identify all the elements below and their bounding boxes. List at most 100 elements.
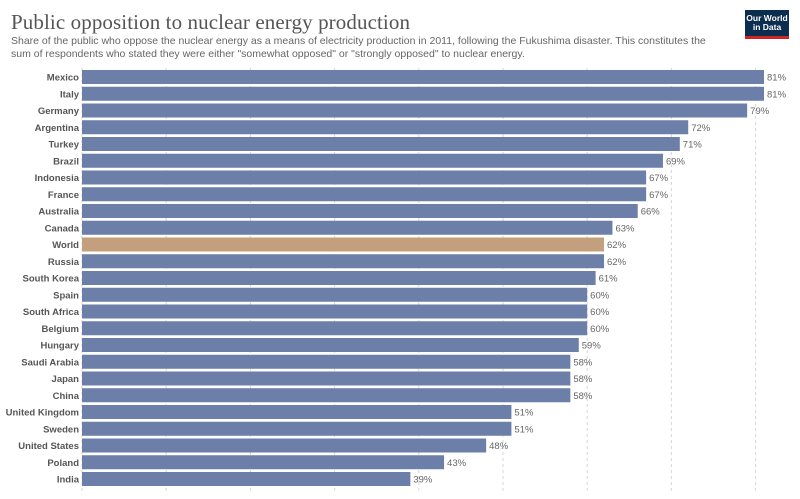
bar[interactable] <box>82 388 571 403</box>
category-label: Mexico <box>47 73 79 84</box>
bar-row[interactable]: United Kingdom 51% <box>6 405 534 419</box>
category-label: China <box>53 391 80 402</box>
bar-row[interactable]: Canada 63% <box>45 220 635 235</box>
bar-row[interactable]: Spain 60% <box>53 287 610 302</box>
bar[interactable] <box>82 455 445 470</box>
bar-row[interactable]: South Korea 61% <box>23 271 619 285</box>
category-label: Turkey <box>49 140 80 151</box>
category-label: France <box>48 190 79 201</box>
bars: Mexico 81% Italy 81% Germany 79% Argentina 72% T… <box>6 70 787 486</box>
bar[interactable] <box>82 137 680 151</box>
category-label: United Kingdom <box>6 408 79 419</box>
bar[interactable] <box>82 237 605 252</box>
bar[interactable] <box>82 271 596 285</box>
bar-row[interactable]: India 39% <box>57 472 433 486</box>
category-label: Russia <box>48 257 80 268</box>
category-label: Hungary <box>40 341 79 352</box>
category-label: India <box>57 475 80 486</box>
value-label: 58% <box>573 391 593 402</box>
category-label: Belgium <box>42 324 79 335</box>
value-label: 71% <box>683 140 703 151</box>
bar[interactable] <box>82 187 647 202</box>
bar[interactable] <box>82 70 764 84</box>
bar[interactable] <box>82 204 638 218</box>
category-label: Australia <box>38 207 79 218</box>
bar[interactable] <box>82 405 512 419</box>
value-label: 51% <box>514 408 534 419</box>
bar[interactable] <box>82 153 663 168</box>
bar-row[interactable]: France 67% <box>48 187 669 202</box>
value-label: 59% <box>582 341 602 352</box>
bar-row[interactable]: Indonesia 67% <box>35 170 669 185</box>
bar[interactable] <box>82 354 571 369</box>
chart-title: Public opposition to nuclear energy prod… <box>11 10 411 34</box>
owid-logo[interactable]: Our World in Data <box>745 10 789 39</box>
bar-row[interactable]: Russia 62% <box>48 254 627 269</box>
bar-row[interactable]: Turkey 71% <box>49 137 703 151</box>
bar-row[interactable]: Sweden 51% <box>43 421 534 436</box>
category-label: South Africa <box>23 307 80 318</box>
value-label: 60% <box>590 324 610 335</box>
bar-row[interactable]: South Africa 60% <box>23 304 610 319</box>
bar-row[interactable]: Saudi Arabia 58% <box>21 354 593 369</box>
bar[interactable] <box>82 86 764 101</box>
bar[interactable] <box>82 120 689 135</box>
logo-line-1: Our World <box>746 13 788 23</box>
bar-row[interactable]: United States 48% <box>18 438 509 453</box>
category-label: Brazil <box>53 156 79 167</box>
bar-row[interactable]: Hungary 59% <box>40 338 601 352</box>
category-label: Japan <box>52 374 80 385</box>
category-label: World <box>52 240 79 251</box>
value-label: 79% <box>750 106 770 117</box>
value-label: 63% <box>615 223 635 234</box>
category-label: United States <box>18 441 79 452</box>
logo-line-2: in Data <box>752 22 782 32</box>
category-label: South Korea <box>23 274 80 285</box>
bar-row[interactable]: Mexico 81% <box>47 70 787 84</box>
value-label: 62% <box>607 240 627 251</box>
value-label: 51% <box>514 424 534 435</box>
value-label: 61% <box>599 274 619 285</box>
bar-row[interactable]: Brazil 69% <box>53 153 686 168</box>
category-label: Italy <box>60 89 80 100</box>
value-label: 43% <box>447 458 467 469</box>
chart-subtitle: Share of the public who oppose the nucle… <box>11 35 706 60</box>
bar[interactable] <box>82 438 487 453</box>
value-label: 67% <box>649 190 669 201</box>
bar[interactable] <box>82 254 605 269</box>
value-label: 62% <box>607 257 627 268</box>
bar[interactable] <box>82 220 613 235</box>
bar-row[interactable]: Argentina 72% <box>35 120 711 135</box>
bar-row[interactable]: Belgium 60% <box>42 321 610 336</box>
bar[interactable] <box>82 103 748 118</box>
category-label: Indonesia <box>35 173 80 184</box>
bar[interactable] <box>82 170 647 185</box>
bar[interactable] <box>82 371 571 386</box>
category-label: Argentina <box>35 123 80 134</box>
category-label: Sweden <box>43 424 79 435</box>
bar-row[interactable]: China 58% <box>53 388 593 403</box>
value-label: 58% <box>573 357 593 368</box>
bar[interactable] <box>82 472 411 486</box>
value-label: 66% <box>641 207 661 218</box>
value-label: 60% <box>590 307 610 318</box>
bar[interactable] <box>82 338 579 352</box>
category-label: Saudi Arabia <box>21 357 79 368</box>
category-label: Canada <box>45 223 80 234</box>
value-label: 58% <box>573 374 593 385</box>
bar-row[interactable]: Australia 66% <box>38 204 660 218</box>
category-label: Spain <box>53 290 79 301</box>
bar[interactable] <box>82 287 588 302</box>
value-label: 39% <box>413 475 433 486</box>
bar[interactable] <box>82 421 512 436</box>
bar-row[interactable]: Poland 43% <box>47 455 467 470</box>
bar-row[interactable]: World 62% <box>52 237 627 252</box>
bar[interactable] <box>82 304 588 319</box>
value-label: 72% <box>691 123 711 134</box>
bar[interactable] <box>82 321 588 336</box>
value-label: 69% <box>666 156 686 167</box>
bar-row[interactable]: Italy 81% <box>60 86 787 101</box>
bar-row[interactable]: Japan 58% <box>52 371 593 386</box>
bar-row[interactable]: Germany 79% <box>38 103 770 118</box>
